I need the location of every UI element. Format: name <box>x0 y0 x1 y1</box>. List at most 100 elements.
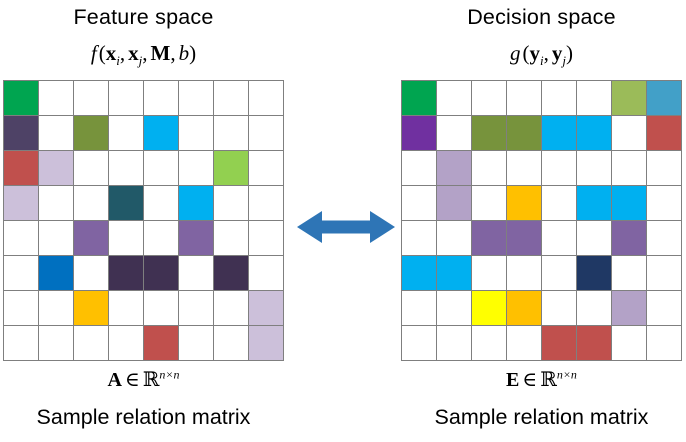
matrix-cell <box>144 151 178 185</box>
matrix-cell <box>472 256 506 290</box>
matrix-cell <box>437 151 471 185</box>
matrix-cell <box>612 221 646 255</box>
matrix-cell <box>647 291 681 325</box>
matrix-cell <box>109 291 143 325</box>
matrix-cell <box>647 116 681 150</box>
matrix-cell <box>4 291 38 325</box>
matrix-cell <box>4 81 38 115</box>
matrix-cell <box>577 151 611 185</box>
matrix-cell <box>74 151 108 185</box>
matrix-cell <box>647 326 681 360</box>
matrix-cell <box>647 221 681 255</box>
decision-space-title: Decision space <box>467 5 616 29</box>
matrix-cell <box>214 256 248 290</box>
matrix-cell <box>437 256 471 290</box>
formula-comma: , <box>119 41 126 65</box>
matrix-cell <box>542 186 576 220</box>
matrix-cell <box>109 81 143 115</box>
matrix-cell <box>144 291 178 325</box>
matrix-cell <box>249 221 283 255</box>
matrix-cell <box>249 81 283 115</box>
matrix-cell <box>214 81 248 115</box>
matrix-cell <box>74 221 108 255</box>
formula-sub2: j <box>562 53 566 69</box>
matrix-cell <box>542 221 576 255</box>
matrix-symbol-E: E <box>506 369 520 391</box>
formula-open-paren: ( <box>522 41 530 65</box>
matrix-cell <box>507 81 541 115</box>
real-numbers-symbol: ℝ <box>540 369 557 391</box>
matrix-cell <box>249 116 283 150</box>
matrix-cell <box>214 116 248 150</box>
matrix-cell <box>144 81 178 115</box>
matrix-cell <box>179 116 213 150</box>
matrix-cell <box>437 291 471 325</box>
matrix-cell <box>647 256 681 290</box>
formula-sub1: i <box>116 53 120 69</box>
matrix-cell <box>577 116 611 150</box>
matrix-cell <box>179 221 213 255</box>
matrix-cell <box>437 221 471 255</box>
matrix-cell <box>612 81 646 115</box>
matrix-cell <box>74 291 108 325</box>
feature-caption: Sample relation matrix <box>36 405 251 429</box>
matrix-cell <box>214 221 248 255</box>
matrix-cell <box>39 151 73 185</box>
matrix-cell <box>577 326 611 360</box>
matrix-cell <box>402 81 436 115</box>
matrix-cell <box>179 256 213 290</box>
matrix-cell <box>4 151 38 185</box>
matrix-cell <box>214 326 248 360</box>
matrix-cell <box>577 221 611 255</box>
matrix-cell <box>507 256 541 290</box>
matrix-cell <box>612 256 646 290</box>
formula-close-paren: ) <box>189 41 197 65</box>
matrix-cell <box>472 116 506 150</box>
matrix-cell <box>472 291 506 325</box>
matrix-cell <box>249 186 283 220</box>
matrix-cell <box>214 186 248 220</box>
matrix-cell <box>577 256 611 290</box>
matrix-symbol-A: A <box>107 369 122 391</box>
matrix-cell <box>4 221 38 255</box>
matrix-cell <box>109 186 143 220</box>
formula-arg1: y <box>529 41 541 65</box>
matrix-cell <box>577 81 611 115</box>
matrix-cell <box>39 116 73 150</box>
matrix-cell <box>437 326 471 360</box>
formula-sub1: i <box>540 53 544 69</box>
matrix-cell <box>647 81 681 115</box>
matrix-cell <box>74 326 108 360</box>
double-arrow-svg <box>297 211 395 243</box>
formula-comma: , <box>142 41 148 65</box>
matrix-cell <box>402 291 436 325</box>
formula-open-paren: ( <box>98 41 106 65</box>
matrix-cell <box>74 186 108 220</box>
matrix-cell <box>472 326 506 360</box>
matrix-cell <box>109 326 143 360</box>
matrix-cell <box>249 291 283 325</box>
matrix-cell <box>507 221 541 255</box>
matrix-cell <box>144 221 178 255</box>
matrix-cell <box>612 326 646 360</box>
matrix-cell <box>507 186 541 220</box>
matrix-cell <box>507 116 541 150</box>
matrix-cell <box>39 81 73 115</box>
formula-sub2: j <box>138 53 143 69</box>
matrix-cell <box>249 256 283 290</box>
matrix-cell <box>214 291 248 325</box>
matrix-cell <box>39 326 73 360</box>
matrix-cell <box>472 186 506 220</box>
formula-comma: , <box>170 41 176 65</box>
matrix-cell <box>542 291 576 325</box>
matrix-cell <box>577 291 611 325</box>
matrix-cell <box>647 186 681 220</box>
matrix-cell <box>39 256 73 290</box>
matrix-cell <box>74 256 108 290</box>
matrix-cell <box>437 81 471 115</box>
matrix-cell <box>74 81 108 115</box>
matrix-cell <box>612 291 646 325</box>
matrix-cell <box>472 151 506 185</box>
matrix-cell <box>472 81 506 115</box>
